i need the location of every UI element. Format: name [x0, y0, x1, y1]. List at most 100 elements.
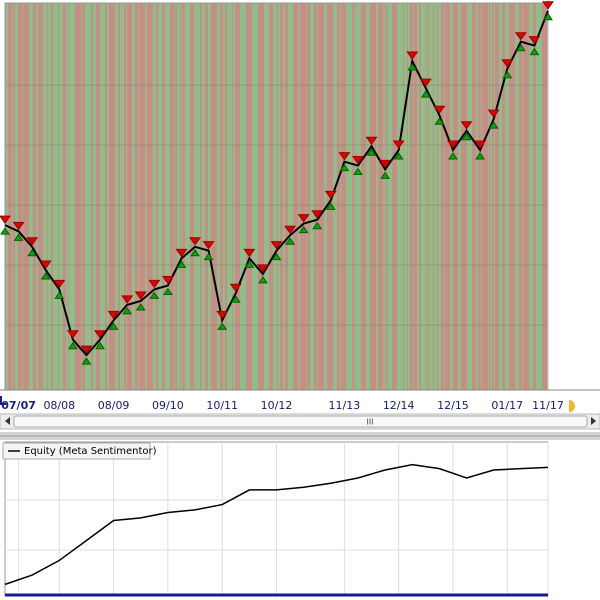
scroll-left[interactable] [5, 417, 10, 425]
stripe [403, 3, 404, 390]
stripe [388, 3, 392, 390]
stripe [66, 3, 68, 390]
stripe [223, 3, 225, 390]
buy-marker [27, 248, 38, 257]
stripe [82, 3, 85, 390]
buy-marker [312, 221, 323, 230]
stripe [280, 3, 283, 390]
stripe [515, 3, 519, 390]
stripe [217, 3, 220, 390]
stripe [413, 3, 414, 390]
stripe [258, 3, 264, 390]
stripe [370, 3, 376, 390]
price-line [4, 10, 549, 357]
stripe [22, 3, 23, 390]
buy-marker [149, 291, 160, 299]
sell-marker [365, 136, 378, 146]
x-tick-label: 07/07 [1, 399, 36, 412]
stripe [433, 3, 434, 390]
stripe [341, 3, 346, 390]
stripe [285, 3, 288, 390]
sell-marker [460, 121, 473, 130]
stripe [318, 3, 324, 390]
stripe [533, 3, 536, 390]
stripe [397, 3, 403, 390]
stripe [376, 3, 378, 390]
stripe [333, 3, 337, 390]
stripe [165, 3, 170, 390]
stripe [139, 3, 145, 390]
sell-marker [297, 214, 310, 223]
stripe [127, 3, 132, 390]
stripe [153, 3, 156, 390]
stripe [366, 3, 370, 390]
stripe [124, 3, 126, 390]
x-tick-label: 10/12 [261, 399, 293, 412]
stripe [314, 3, 317, 390]
sell-marker [94, 330, 106, 339]
buy-marker [13, 233, 24, 241]
stripe [502, 3, 505, 390]
x-tick-label: 01/17 [491, 399, 523, 412]
stripe [233, 3, 235, 390]
scroll-right[interactable] [591, 417, 596, 425]
stripe [69, 3, 75, 390]
stripe [278, 3, 280, 390]
x-tick-label: 12/15 [437, 399, 469, 412]
stripe [36, 3, 38, 390]
buy-marker [230, 295, 241, 303]
sell-marker [392, 140, 405, 149]
stripe [476, 3, 478, 390]
stripe [51, 3, 53, 390]
sell-marker [528, 36, 541, 45]
stripe [170, 3, 174, 390]
sell-marker [406, 51, 419, 60]
sell-marker [351, 156, 364, 165]
stripe [509, 3, 515, 390]
stripe [135, 3, 138, 390]
stripe [410, 3, 413, 390]
buy-marker [176, 260, 187, 268]
stripe [523, 3, 529, 390]
stripe [277, 3, 278, 390]
stripe [428, 3, 429, 390]
stripe [542, 3, 547, 390]
sell-marker [80, 345, 93, 355]
stripe [220, 3, 223, 390]
sell-marker [12, 221, 25, 231]
buy-marker [434, 117, 445, 125]
sell-marker [284, 225, 297, 235]
stripe [235, 3, 240, 390]
stripe [68, 3, 69, 390]
stripe [12, 3, 13, 390]
buy-marker [502, 70, 513, 79]
stripe [478, 3, 481, 390]
stripe [481, 3, 482, 390]
stripe [307, 3, 310, 390]
sell-marker [121, 295, 134, 304]
sell-marker [39, 260, 52, 269]
stripe [43, 3, 47, 390]
buy-marker [353, 167, 363, 176]
stripe [421, 3, 426, 390]
buy-marker [285, 237, 296, 245]
buy-marker [67, 341, 78, 350]
sell-marker [487, 109, 500, 118]
stripe [414, 3, 417, 390]
buy-marker [380, 171, 391, 179]
stripe [352, 3, 354, 390]
stripe [441, 3, 444, 390]
date-axis [0, 390, 600, 413]
stripe [461, 3, 467, 390]
stripe [85, 3, 91, 390]
buy-marker [40, 272, 51, 280]
stripe [429, 3, 433, 390]
stripe [434, 3, 437, 390]
sell-marker [514, 32, 527, 41]
stripe [383, 3, 385, 390]
stripe [132, 3, 135, 390]
stripe [58, 3, 59, 390]
stripe [109, 3, 115, 390]
scroll-thumb[interactable] [13, 415, 588, 428]
buy-marker [217, 322, 228, 330]
